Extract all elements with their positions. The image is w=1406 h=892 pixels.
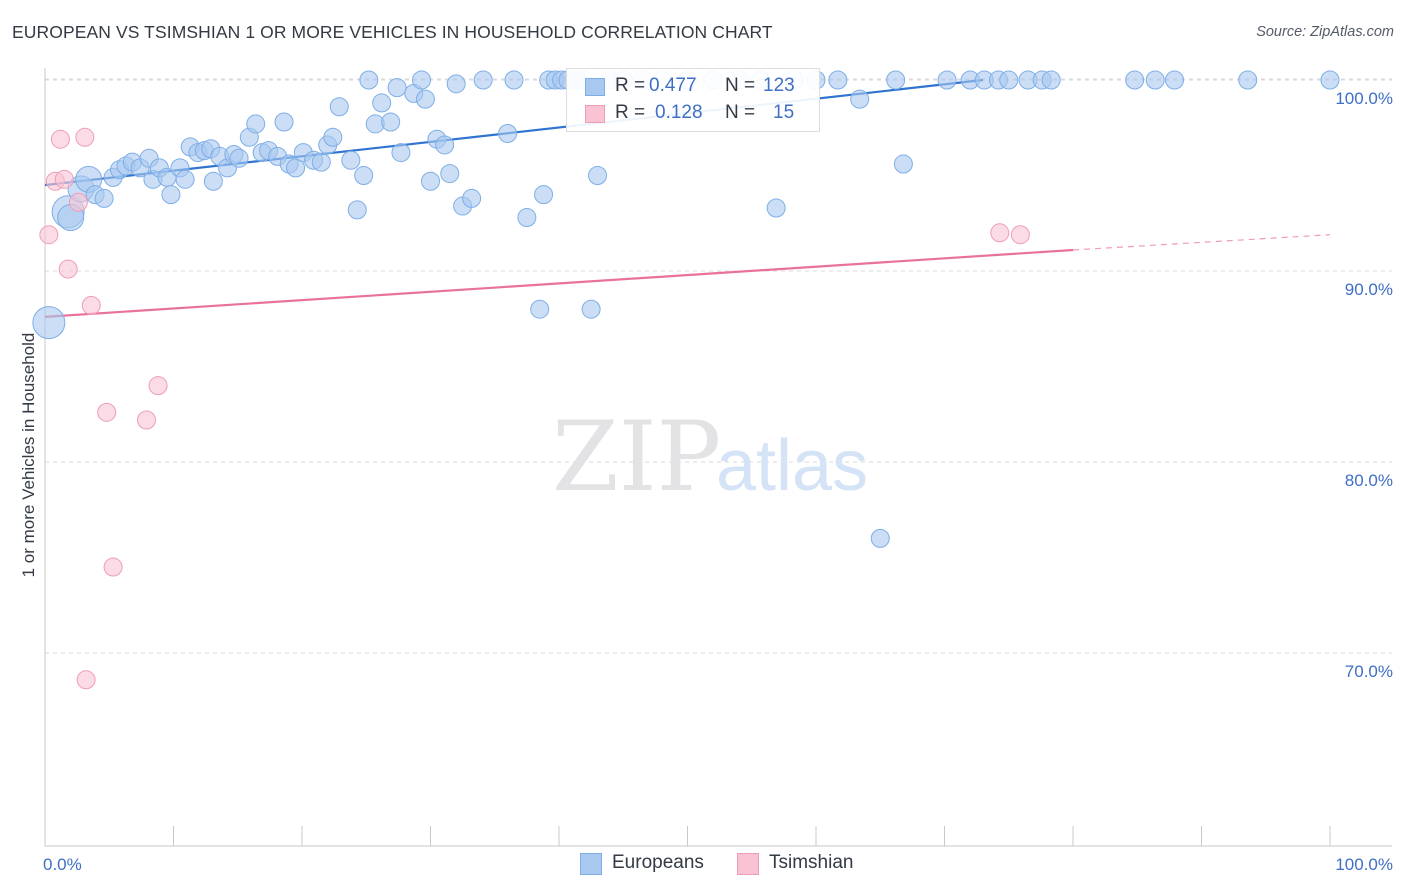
europeans-point (473, 70, 493, 90)
europeans-point (329, 97, 349, 117)
europeans-point (1320, 70, 1340, 90)
europeans-point (504, 70, 524, 90)
tsimshian-legend-label: Tsimshian (769, 852, 854, 873)
n-label: N = (725, 102, 756, 123)
data-points (32, 70, 1340, 690)
europeans-point (999, 70, 1019, 90)
axes (44, 68, 1392, 847)
tsimshian-swatch (585, 105, 605, 123)
europeans-legend-swatch (580, 853, 602, 875)
n-label: N = (725, 75, 756, 96)
tsimshian-point (148, 376, 168, 396)
europeans-point (94, 188, 114, 208)
europeans-point (1145, 70, 1165, 90)
europeans-point (498, 123, 518, 143)
europeans-point (581, 299, 601, 319)
tsimshian-point (50, 129, 70, 149)
r-value: 0.477 (649, 75, 697, 96)
gridlines (45, 78, 1392, 654)
europeans-point (246, 114, 266, 134)
europeans-point (440, 164, 460, 184)
y-tick-label: 70.0% (1345, 662, 1393, 681)
europeans-point (435, 135, 455, 155)
europeans-point (274, 112, 294, 132)
tsimshian-point (137, 410, 157, 430)
europeans-point (850, 89, 870, 109)
europeans-swatch (585, 78, 605, 96)
europeans-point (32, 306, 66, 340)
y-tick-label: 90.0% (1345, 280, 1393, 299)
tsimshian-point (103, 557, 123, 577)
europeans-point (203, 171, 223, 191)
europeans-point (161, 185, 181, 205)
europeans-point (517, 208, 537, 228)
europeans-point (893, 154, 913, 174)
europeans-point (1125, 70, 1145, 90)
watermark-zip: ZIP (552, 401, 721, 513)
europeans-point (311, 152, 331, 172)
europeans-point (387, 78, 407, 98)
tsimshian-point (97, 402, 117, 422)
europeans-point (347, 200, 367, 220)
europeans-point (1165, 70, 1185, 90)
europeans-point (766, 198, 786, 218)
y-axis-title: 1 or more Vehicles in Household (19, 333, 38, 578)
europeans-point (828, 70, 848, 90)
europeans-point (588, 166, 608, 185)
tsimshian-point (68, 192, 88, 212)
tsimshian-point (54, 169, 74, 189)
r-label: R = (615, 75, 646, 96)
r-label: R = (615, 102, 646, 123)
tsimshian-legend-swatch (737, 853, 759, 875)
europeans-point (1041, 70, 1061, 90)
europeans-point (391, 143, 411, 163)
europeans-point (534, 185, 554, 205)
europeans-point (359, 70, 379, 90)
chart-title: EUROPEAN VS TSIMSHIAN 1 OR MORE VEHICLES… (12, 22, 773, 42)
europeans-point (886, 70, 906, 90)
correlation-legend: R = 0.477 N = 123 R = 0.128 N = 15 (566, 68, 820, 132)
tsimshian-trend-line (44, 248, 1074, 318)
y-tick-label: 80.0% (1345, 471, 1393, 490)
europeans-point (530, 299, 550, 319)
n-value: 15 (773, 102, 795, 123)
europeans-point (354, 166, 374, 185)
tsimshian-point (81, 295, 101, 315)
watermark-atlas: atlas (716, 426, 868, 506)
europeans-point (323, 127, 343, 147)
watermark: ZIP atlas (552, 401, 868, 513)
europeans-point (415, 89, 435, 109)
europeans-point (372, 93, 392, 113)
tsimshian-point (58, 259, 78, 279)
europeans-point (1238, 70, 1258, 90)
europeans-point (446, 74, 466, 94)
tsimshian-trend-extension (1072, 234, 1331, 251)
europeans-point (341, 150, 361, 170)
europeans-point (412, 70, 432, 90)
y-tick-label: 100.0% (1335, 89, 1393, 108)
europeans-point (870, 528, 890, 548)
europeans-point (381, 112, 401, 132)
tsimshian-point (990, 223, 1010, 243)
x-tick-label: 100.0% (1335, 855, 1393, 874)
europeans-point (175, 169, 195, 189)
europeans-point (421, 171, 440, 191)
tsimshian-point (39, 225, 59, 245)
n-value: 123 (763, 75, 795, 96)
source-credit: Source: ZipAtlas.com (1256, 24, 1394, 40)
tsimshian-point (76, 670, 96, 690)
europeans-point (286, 158, 306, 178)
x-tick-label: 0.0% (43, 855, 82, 874)
axis-labels: 100.0% 90.0% 80.0% 70.0% 0.0% 100.0% 1 or more… (19, 89, 1393, 874)
tsimshian-point (75, 127, 95, 147)
europeans-legend-label: Europeans (612, 852, 704, 873)
europeans-point (937, 70, 957, 90)
europeans-point (229, 148, 249, 168)
tsimshian-point (1010, 225, 1030, 245)
r-value: 0.128 (655, 102, 703, 123)
europeans-point (462, 188, 482, 208)
